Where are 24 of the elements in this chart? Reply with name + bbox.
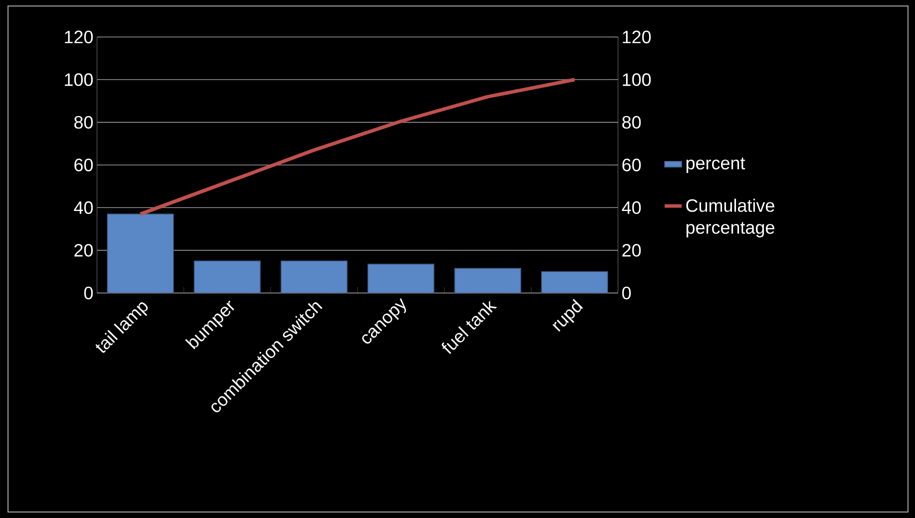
bar (194, 260, 261, 293)
bar (541, 271, 608, 293)
y2-tick-label: 120 (622, 30, 651, 44)
y2-tick-label: 40 (622, 201, 641, 214)
bar (368, 264, 434, 293)
legend-label: percent (686, 158, 746, 173)
legend-label: Cumulative percentage (686, 198, 774, 238)
y-tick-label: 100 (64, 73, 93, 86)
y-tick-label: 20 (74, 244, 93, 257)
y-tick-label: 80 (74, 116, 93, 129)
y-tick-label: 0 (84, 286, 93, 300)
y2-tick-label: 80 (622, 116, 641, 129)
y-tick-label: 40 (74, 201, 93, 214)
bar (107, 214, 174, 293)
y2-tick-label: 20 (622, 244, 641, 257)
y2-tick-label: 100 (622, 73, 651, 86)
y2-tick-label: 60 (622, 158, 641, 172)
y-tick-label: 60 (74, 158, 93, 172)
x-tick-label: fuel tank (442, 300, 497, 354)
bar (280, 260, 348, 293)
y-tick-label: 120 (64, 30, 93, 44)
y2-tick-label: 0 (622, 286, 631, 300)
line-series (138, 78, 576, 216)
bar (454, 268, 522, 293)
